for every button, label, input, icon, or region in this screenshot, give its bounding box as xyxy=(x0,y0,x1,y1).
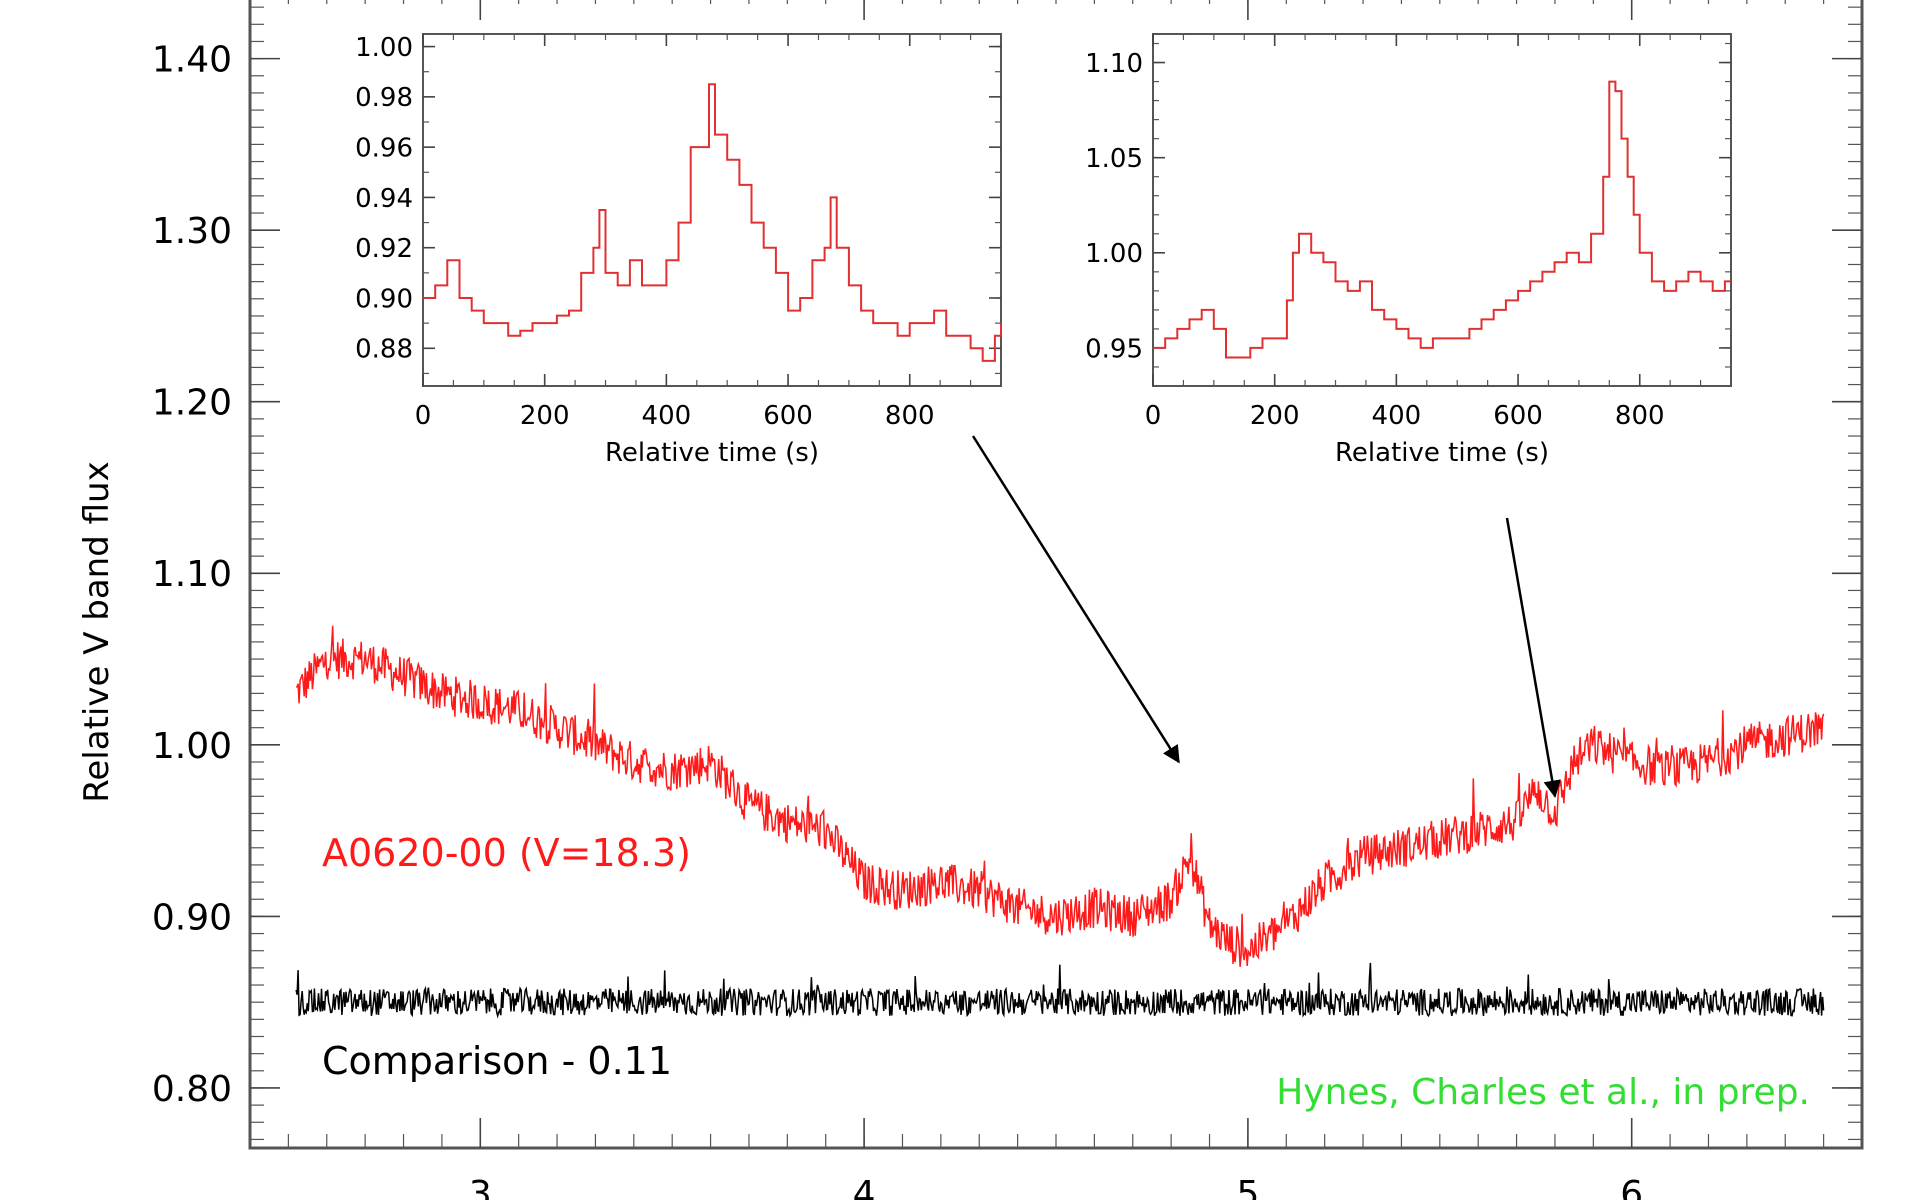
annotation-3: Hynes, Charles et al., in prep. xyxy=(1276,1072,1810,1113)
x-tick-label: 6 xyxy=(1620,1174,1643,1200)
y-tick-label: 0.90 xyxy=(355,284,413,314)
inset-2-x-axis-label: Relative time (s) xyxy=(1335,438,1549,468)
y-tick-label: 1.30 xyxy=(152,211,232,252)
y-tick-label: 1.00 xyxy=(355,33,413,63)
x-tick-label: 200 xyxy=(1250,401,1300,431)
x-tick-label: 600 xyxy=(763,401,813,431)
x-tick-label: 5 xyxy=(1236,1174,1259,1200)
inset-2-series-line xyxy=(1153,80,1731,359)
inset-plot-2: 0 200 400 600 800 0.95 1.00 1.05 1.10 Relative ti… xyxy=(1085,33,1732,468)
y-tick-label: 0.96 xyxy=(355,134,413,164)
x-tick-label: 3 xyxy=(469,1174,492,1200)
inset-plot-1: 0 200 400 600 800 0.88 0.90 0.92 0.94 0.96 0.98 1.0… xyxy=(355,33,1002,468)
x-tick-label: 600 xyxy=(1493,401,1543,431)
arrow-2 xyxy=(1505,517,1561,799)
arrow-layer xyxy=(971,435,1561,799)
y-tick-label: 0.98 xyxy=(355,83,413,113)
inset-1-series-line xyxy=(423,83,1002,362)
x-tick-label: 4 xyxy=(853,1174,876,1200)
annotation-2: Comparison - 0.11 xyxy=(322,1039,672,1083)
inset-1-x-axis-label: Relative time (s) xyxy=(605,438,819,468)
y-tick-label: 1.00 xyxy=(152,726,232,767)
series-line-a0620 xyxy=(295,625,1825,967)
plot-frame xyxy=(1152,33,1732,387)
x-tick-label: 400 xyxy=(642,401,692,431)
x-tick-label: 800 xyxy=(1615,401,1665,431)
y-axis-label: Relative V band flux xyxy=(77,461,117,802)
main-plot: 3 4 5 6 0.80 0.90 1.00 1.10 1.20 1.30 1.40 Relative… xyxy=(77,0,1864,1200)
y-tick-label: 1.05 xyxy=(1085,144,1143,174)
y-tick-label: 0.94 xyxy=(355,184,413,214)
y-tick-label: 0.88 xyxy=(355,335,413,365)
y-tick-label: 0.92 xyxy=(355,234,413,264)
inset-background xyxy=(423,34,1001,386)
x-tick-label: 800 xyxy=(885,401,935,431)
y-tick-label: 1.20 xyxy=(152,383,232,424)
inset-background xyxy=(1153,34,1731,386)
annotation-1: A0620-00 (V=18.3) xyxy=(322,831,691,875)
y-tick-label: 0.95 xyxy=(1085,334,1143,364)
y-tick-label: 1.00 xyxy=(1085,239,1143,269)
arrow-1 xyxy=(971,435,1180,764)
series-line-comparison xyxy=(295,962,1825,1019)
plot-frame xyxy=(422,33,1002,387)
y-tick-label: 0.90 xyxy=(152,897,232,938)
x-tick-label: 400 xyxy=(1372,401,1422,431)
y-tick-label: 1.10 xyxy=(1085,49,1143,79)
x-tick-label: 0 xyxy=(415,401,432,431)
y-tick-label: 0.80 xyxy=(152,1069,232,1110)
y-tick-label: 1.40 xyxy=(152,40,232,81)
x-tick-label: 0 xyxy=(1145,401,1162,431)
y-tick-label: 1.10 xyxy=(152,554,232,595)
x-tick-label: 200 xyxy=(520,401,570,431)
